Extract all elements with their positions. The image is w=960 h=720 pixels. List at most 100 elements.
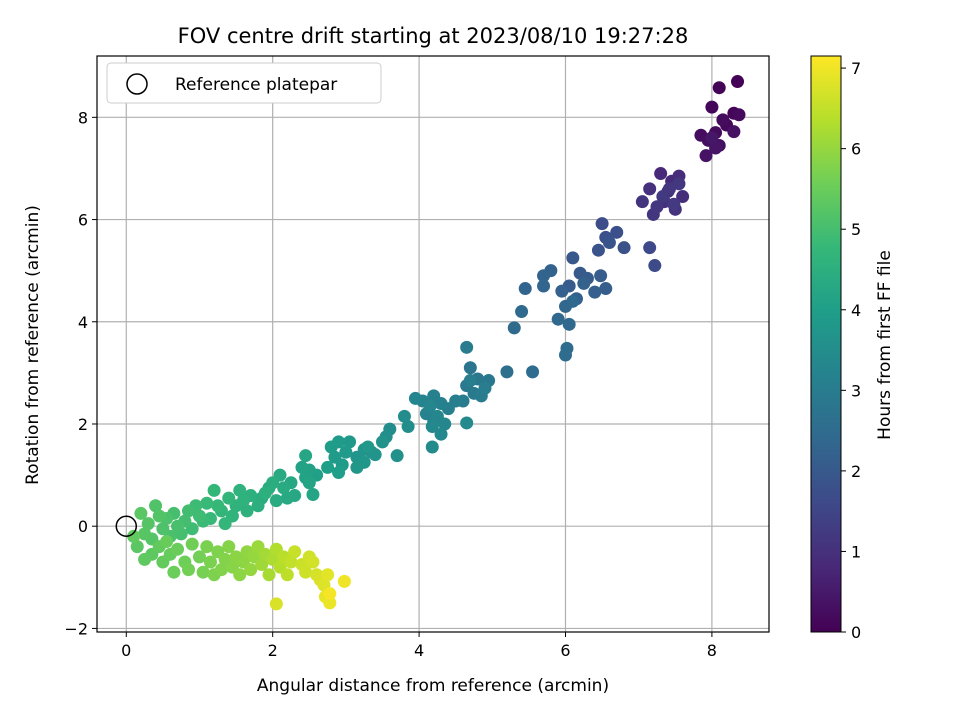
data-point [551,312,565,326]
data-point [266,476,280,490]
data-point [218,517,232,531]
data-point [515,305,529,319]
data-point [591,243,605,257]
y-tick-label: 4 [78,313,88,332]
data-point [156,522,170,536]
data-point [705,100,719,114]
colorbar-tick-label: 4 [851,301,861,320]
data-point [676,190,690,204]
data-point [594,269,608,283]
data-point [518,282,532,296]
data-point [134,506,148,520]
data-point [258,486,272,500]
data-point [672,177,686,191]
data-point [337,574,351,588]
data-point [196,565,210,579]
data-point [537,279,551,293]
data-point [361,440,375,454]
chart-title: FOV centre drift starting at 2023/08/10 … [178,24,689,48]
data-point [262,568,276,582]
data-point [222,540,236,554]
data-point [269,597,283,611]
data-point [323,587,337,601]
data-point [324,440,338,454]
data-point [709,141,723,155]
data-point [295,460,309,474]
data-point [138,527,152,541]
data-point [478,381,492,395]
data-point [149,499,163,513]
data-point [595,217,609,231]
x-tick-label: 2 [268,641,278,660]
data-point [284,555,298,569]
data-point [537,269,551,283]
data-point [425,420,439,434]
data-point [599,282,613,296]
y-axis-ticks: −2 0 2 4 6 8 [64,108,97,638]
data-point [160,535,174,549]
y-tick-label: −2 [64,619,88,638]
data-point [255,558,269,572]
data-point [602,236,616,250]
y-axis-label: Rotation from reference (arcmin) [23,205,43,485]
data-point [323,596,337,610]
x-tick-label: 0 [121,641,131,660]
data-point [192,550,206,564]
data-point [434,427,448,441]
data-point [233,568,247,582]
data-point [560,341,574,355]
data-point [138,552,152,566]
data-point [500,365,514,379]
data-point [643,241,657,255]
x-axis-ticks: 0 2 4 6 8 [121,632,717,660]
y-tick-label: 2 [78,415,88,434]
data-point [526,365,540,379]
data-point [280,568,294,582]
data-point [438,417,452,431]
data-point [299,565,313,579]
legend-marker-icon [126,73,148,95]
data-point [588,285,602,299]
data-point [171,519,185,533]
data-point [343,435,357,449]
data-point [203,555,217,569]
legend-entry-label: Reference platepar [175,75,337,95]
data-point [152,509,166,523]
colorbar-tick-label: 6 [851,140,861,159]
data-point [566,251,580,265]
data-point [434,397,448,411]
colorbar-tick-label: 2 [851,462,861,481]
data-point [251,499,265,513]
data-point [130,540,144,554]
data-point [731,75,745,89]
data-point [182,504,196,518]
data-point [269,494,283,508]
colorbar-label: Hours from first FF file [875,250,895,440]
data-point [185,537,199,551]
legend-box [106,62,382,104]
colorbar-tick-label: 0 [851,623,861,642]
data-point [214,563,228,577]
data-point [732,108,746,122]
data-point [127,529,141,543]
data-point [233,483,247,497]
data-point [302,476,316,490]
data-point [460,416,474,430]
data-point [141,517,155,531]
plot-frame [96,55,770,633]
data-point [463,361,477,375]
data-point [321,460,335,474]
data-point [211,499,225,513]
data-point [648,259,662,273]
data-point [643,182,657,196]
data-point [727,125,741,139]
data-point [566,294,580,308]
colorbar: 0 1 2 3 4 5 6 7 Hours from first FF file [810,55,895,642]
data-point [306,555,320,569]
data-point [207,483,221,497]
data-point [705,131,719,145]
data-point [656,190,670,204]
data-point [425,440,439,454]
data-point [667,197,681,211]
data-point [610,225,624,239]
